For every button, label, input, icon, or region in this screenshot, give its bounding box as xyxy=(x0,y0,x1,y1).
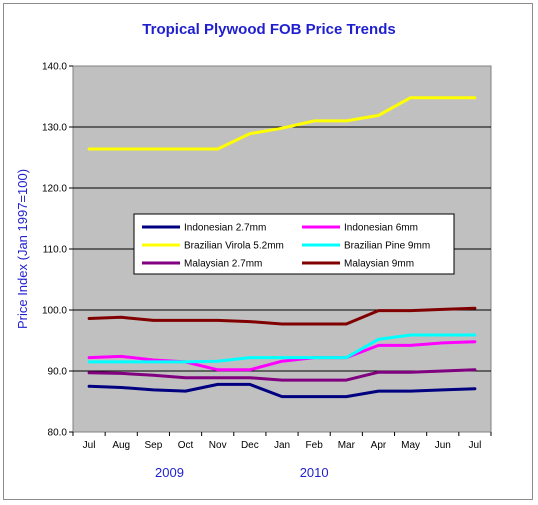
y-tick-label: 100.0 xyxy=(42,306,67,317)
y-tick-label: 90.0 xyxy=(48,367,68,378)
x-tick-label: Jul xyxy=(469,440,482,451)
chart-title: Tropical Plywood FOB Price Trends xyxy=(142,21,395,38)
y-tick-label: 80.0 xyxy=(48,428,68,439)
year-labels: 2009 2010 xyxy=(155,465,329,480)
series-line-1 xyxy=(87,382,477,399)
x-tick-label: Apr xyxy=(371,440,387,451)
x-tick-label: Aug xyxy=(112,440,130,451)
year-label: 2009 xyxy=(155,465,184,480)
x-tick-label: May xyxy=(401,440,420,451)
legend-entry-label: Brazilian Pine 9mm xyxy=(344,241,430,252)
x-tick-label: Jan xyxy=(274,440,290,451)
y-axis-label: Price Index (Jan 1997=100) xyxy=(15,169,30,329)
x-tick-label: Dec xyxy=(241,440,259,451)
series-line-5 xyxy=(87,368,477,382)
y-tick-label: 120.0 xyxy=(42,184,67,195)
series-line-2 xyxy=(87,340,477,372)
x-tick-label: Nov xyxy=(209,440,227,451)
series-lines xyxy=(87,96,477,399)
y-tick-label: 130.0 xyxy=(42,123,67,134)
legend-entry-label: Brazilian Virola 5.2mm xyxy=(184,241,284,252)
legend-entry-label: Indonesian 2.7mm xyxy=(184,223,266,234)
x-tick-label: Mar xyxy=(338,440,356,451)
y-axis-ticks: 80.0 90.0 100.0 110.0 120.0 130.0 140.0 xyxy=(42,62,73,439)
x-tick-label: Sep xyxy=(144,440,162,451)
legend-entry-label: Malaysian 9mm xyxy=(344,259,414,270)
year-label: 2010 xyxy=(300,465,329,480)
legend-entry-label: Malaysian 2.7mm xyxy=(184,259,262,270)
series-line-3 xyxy=(87,96,477,151)
y-tick-label: 110.0 xyxy=(43,245,68,256)
legend-box xyxy=(133,213,455,275)
x-axis-ticks: Jul Aug Sep Oct Nov Dec Jan Feb Mar Apr May Jun Jul xyxy=(72,432,492,451)
x-tick-label: Oct xyxy=(178,440,194,451)
series-line-6 xyxy=(87,306,477,326)
y-tick-label: 140.0 xyxy=(42,62,67,73)
x-tick-label: Feb xyxy=(306,440,324,451)
x-tick-label: Jun xyxy=(435,440,451,451)
legend-entry-label: Indonesian 6mm xyxy=(344,223,418,234)
series-line-4 xyxy=(87,333,477,364)
legend: Indonesian 2.7mm Indonesian 6mm Brazilian … xyxy=(133,213,455,275)
x-tick-label: Jul xyxy=(83,440,96,451)
